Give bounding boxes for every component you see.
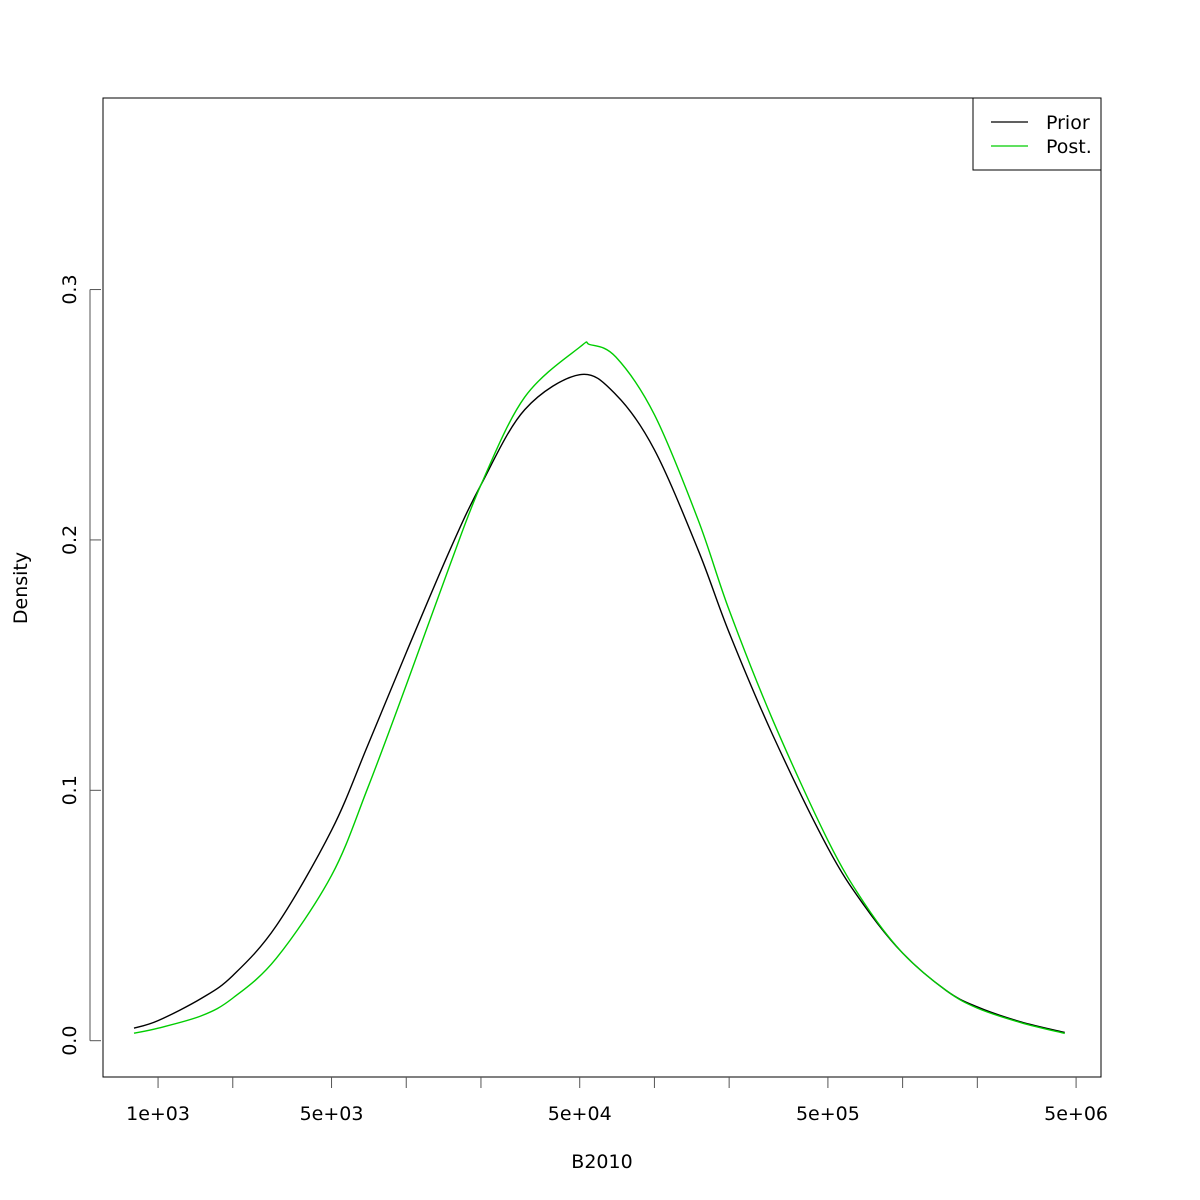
x-axis-title: B2010 [571,1151,632,1173]
series-line-post [133,341,1065,1035]
x-tick-label: 5e+03 [300,1103,364,1125]
y-tick-label: 0.1 [59,775,81,805]
series-layer [133,341,1065,1035]
y-axis-title: Density [10,552,32,624]
y-tick-label: 0.2 [59,525,81,555]
plot-frame [102,97,1102,1078]
y-axis: 0.0 0.1 0.2 0.3 [59,274,101,1056]
x-tick-label: 5e+05 [796,1103,860,1125]
legend-label-post: Post. [1046,136,1092,158]
x-tick-label: 1e+03 [126,1103,190,1125]
y-tick-label: 0.0 [59,1026,81,1056]
x-tick-label: 5e+04 [548,1103,612,1125]
x-axis: 1e+03 5e+03 5e+04 5e+05 5e+06 [126,1077,1108,1125]
y-tick-label: 0.3 [59,274,81,304]
legend-box [972,97,1102,171]
legend: Prior Post. [972,97,1102,171]
x-tick-label: 5e+06 [1044,1103,1108,1125]
legend-label-prior: Prior [1046,112,1090,134]
